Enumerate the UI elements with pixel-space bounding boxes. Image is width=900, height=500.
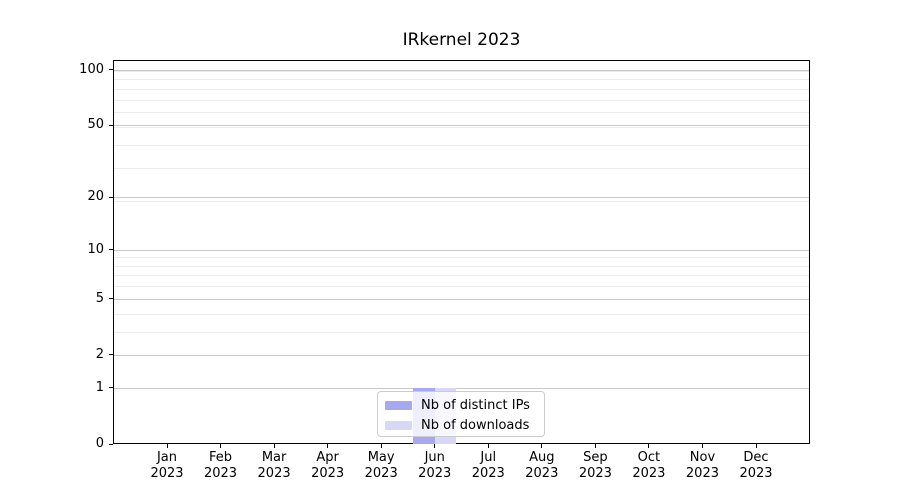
- y-tick-label: 10: [87, 241, 104, 257]
- x-tick-mark: [434, 444, 436, 448]
- legend-label: Nb of downloads: [421, 417, 530, 433]
- x-tick-label-month: Jul: [480, 450, 497, 465]
- y-major-gridline: [114, 197, 809, 199]
- y-minor-gridline: [114, 331, 809, 333]
- y-major-gridline: [114, 249, 809, 251]
- y-minor-gridline: [114, 201, 809, 203]
- y-tick-label: 0: [95, 436, 104, 451]
- x-tick-label-month: Jun: [424, 450, 445, 465]
- x-tick-label-year: 2023: [739, 466, 773, 481]
- chart-title: IRkernel 2023: [402, 30, 521, 50]
- x-tick-mark: [594, 444, 596, 448]
- x-tick-label-month: Aug: [529, 450, 555, 465]
- y-tick-mark: [109, 387, 113, 389]
- y-major-gridline: [114, 298, 809, 300]
- y-minor-gridline: [114, 79, 809, 81]
- y-tick-mark: [109, 249, 113, 251]
- x-tick-label-month: Sep: [583, 450, 608, 465]
- y-minor-gridline: [114, 144, 809, 146]
- x-tick-label-month: Mar: [261, 450, 287, 465]
- x-tick-label-year: 2023: [203, 466, 238, 481]
- y-major-gridline: [114, 387, 809, 389]
- x-tick-label-year: 2023: [632, 466, 666, 481]
- legend-label: Nb of distinct IPs: [421, 397, 530, 413]
- y-major-gridline: [114, 69, 809, 71]
- legend-swatch: [385, 400, 412, 410]
- x-tick-label: May 2023: [349, 450, 413, 482]
- y-minor-gridline: [114, 265, 809, 267]
- x-tick-label-year: 2023: [578, 466, 612, 481]
- x-tick-label-year: 2023: [150, 466, 184, 481]
- y-tick-label: 2: [95, 346, 104, 362]
- x-tick-label-year: 2023: [364, 466, 398, 481]
- y-tick-mark: [109, 124, 113, 126]
- x-tick-label: Dec 2023: [724, 450, 788, 482]
- x-tick-mark: [487, 444, 489, 448]
- y-minor-gridline: [114, 257, 809, 259]
- y-tick-mark: [109, 196, 113, 198]
- legend-entry: Nb of downloads: [378, 415, 544, 435]
- legend-swatch: [385, 420, 412, 430]
- y-major-gridline: [114, 125, 809, 127]
- plot-area: [113, 60, 810, 444]
- x-tick-label-month: Nov: [689, 450, 716, 465]
- x-tick-mark: [701, 444, 703, 448]
- x-tick-mark: [648, 444, 650, 448]
- x-tick-label: Nov 2023: [670, 450, 734, 482]
- x-tick-mark: [220, 444, 222, 448]
- x-tick-mark: [166, 444, 168, 448]
- y-major-gridline: [114, 354, 809, 356]
- y-tick-label: 1: [95, 379, 104, 395]
- legend-entry: Nb of distinct IPs: [378, 395, 544, 415]
- y-tick-label: 20: [87, 189, 104, 205]
- x-tick-label-month: Dec: [743, 450, 769, 465]
- x-tick-label-year: 2023: [685, 466, 719, 481]
- x-tick-mark: [541, 444, 543, 448]
- y-tick-label: 50: [87, 117, 104, 133]
- x-tick-label: Jun 2023: [403, 450, 467, 482]
- y-tick-mark: [109, 443, 113, 445]
- y-minor-gridline: [114, 112, 809, 114]
- y-minor-gridline: [114, 99, 809, 101]
- y-minor-gridline: [114, 70, 809, 72]
- y-minor-gridline: [114, 126, 809, 128]
- y-minor-gridline: [114, 313, 809, 315]
- y-tick-label: 5: [95, 290, 104, 306]
- y-minor-gridline: [114, 275, 809, 277]
- y-tick-mark: [109, 69, 113, 71]
- x-tick-label-year: 2023: [471, 466, 505, 481]
- x-tick-label: Mar 2023: [242, 450, 306, 482]
- y-tick-label: 100: [79, 61, 104, 77]
- x-tick-label-month: May: [367, 450, 395, 465]
- x-tick-label-month: Jan: [156, 450, 178, 465]
- x-tick-mark: [755, 444, 757, 448]
- x-tick-label-year: 2023: [418, 466, 452, 481]
- x-tick-label-year: 2023: [257, 466, 291, 481]
- x-tick-label: Apr 2023: [296, 450, 360, 482]
- x-tick-label: Sep 2023: [563, 450, 627, 482]
- x-tick-mark: [327, 444, 329, 448]
- x-tick-label-year: 2023: [525, 466, 559, 481]
- x-tick-label: Feb 2023: [189, 450, 253, 482]
- y-minor-gridline: [114, 88, 809, 90]
- x-tick-label-month: Apr: [316, 450, 339, 465]
- x-tick-mark: [380, 444, 382, 448]
- x-tick-label-year: 2023: [311, 466, 345, 481]
- y-tick-mark: [109, 298, 113, 300]
- x-tick-label: Jul 2023: [456, 450, 520, 482]
- x-tick-label: Jan 2023: [135, 450, 199, 482]
- x-tick-label-month: Oct: [637, 450, 661, 465]
- x-tick-label-month: Feb: [209, 450, 233, 465]
- y-minor-gridline: [114, 168, 809, 170]
- x-tick-label: Oct 2023: [617, 450, 681, 482]
- y-tick-mark: [109, 354, 113, 356]
- y-minor-gridline: [114, 286, 809, 288]
- legend: Nb of distinct IPs Nb of downloads: [377, 391, 545, 437]
- x-tick-mark: [273, 444, 275, 448]
- x-tick-label: Aug 2023: [510, 450, 574, 482]
